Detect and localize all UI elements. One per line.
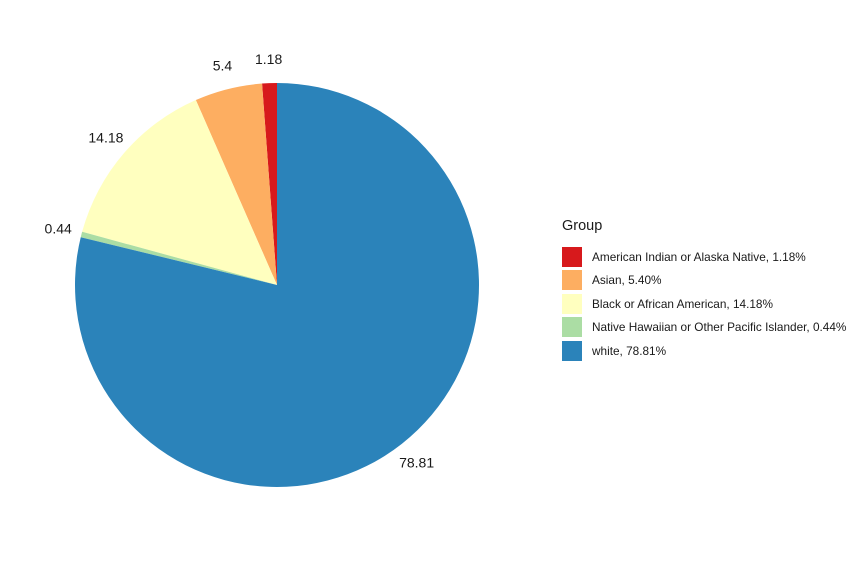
legend-swatch <box>562 293 582 314</box>
legend-item: Black or African American, 14.18% <box>562 292 846 316</box>
pie-data-label: 78.81 <box>399 455 434 471</box>
legend-title: Group <box>562 218 603 234</box>
legend-label: white, 78.81% <box>592 343 667 358</box>
legend-swatch <box>562 246 582 267</box>
legend-label: Native Hawaiian or Other Pacific Islande… <box>592 320 847 335</box>
legend-label: Asian, 5.40% <box>592 273 662 288</box>
legend-item: Native Hawaiian or Other Pacific Islande… <box>562 316 846 340</box>
legend-label: Black or African American, 14.18% <box>592 296 773 311</box>
legend-item: American Indian or Alaska Native, 1.18% <box>562 245 846 269</box>
legend: Group American Indian or Alaska Native, … <box>562 218 846 363</box>
legend-items: American Indian or Alaska Native, 1.18% … <box>562 245 846 363</box>
pie-slice <box>80 231 278 285</box>
legend-item: white, 78.81% <box>562 339 846 363</box>
legend-swatch <box>562 340 582 361</box>
pie-data-labels: 1.18 5.4 14.18 0.44 78.81 <box>45 51 435 471</box>
legend-item: Asian, 5.40% <box>562 269 846 293</box>
pie-slices <box>75 82 480 487</box>
pie-data-label: 14.18 <box>88 129 123 145</box>
legend-swatch <box>562 270 582 291</box>
pie-slice <box>195 83 277 285</box>
pie-slice <box>75 83 480 487</box>
pie-data-label: 1.18 <box>255 51 282 67</box>
pie-slice <box>262 82 277 285</box>
pie-data-label: 0.44 <box>45 220 72 236</box>
legend-swatch <box>562 317 582 338</box>
pie-data-label: 5.4 <box>213 58 233 74</box>
pie-slice <box>82 100 277 286</box>
legend-label: American Indian or Alaska Native, 1.18% <box>592 249 806 264</box>
